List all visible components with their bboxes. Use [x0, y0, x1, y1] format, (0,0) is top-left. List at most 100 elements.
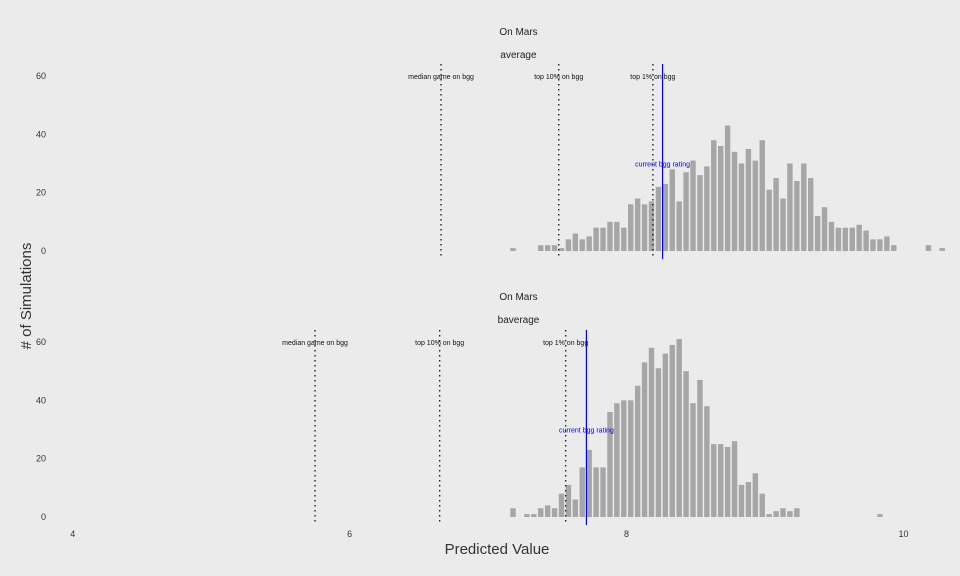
histogram-bar: [524, 514, 530, 517]
histogram-bar: [600, 227, 606, 251]
histogram-bar: [724, 125, 731, 251]
histogram-bar: [565, 239, 572, 251]
histogram-bar: [745, 148, 752, 251]
histogram-bar: [731, 441, 738, 517]
histogram-bar: [683, 371, 689, 517]
panel-subtitle: baverage: [498, 315, 540, 326]
y-tick-label: 20: [36, 454, 46, 464]
histogram-bar: [773, 511, 779, 517]
x-tick-label: 6: [347, 529, 352, 539]
histogram-bar: [544, 245, 551, 251]
y-axis-title: # of Simulations: [18, 243, 35, 350]
histogram-bar: [704, 166, 710, 251]
histogram-bar: [821, 207, 828, 251]
histogram-bar: [683, 172, 689, 251]
y-tick-label: 20: [36, 188, 46, 198]
histogram-bar: [766, 514, 772, 517]
histogram-bar: [641, 362, 648, 517]
histogram-bar: [655, 186, 662, 251]
histogram-bar: [648, 201, 655, 251]
histogram-bar: [538, 245, 544, 251]
histogram-bar: [731, 151, 738, 251]
histogram-bar: [628, 400, 634, 517]
histogram-bar: [572, 499, 579, 517]
x-axis-title: Predicted Value: [445, 541, 550, 558]
histogram-bar: [724, 447, 731, 517]
reference-line-label: top 1% on bgg: [630, 74, 675, 81]
histogram-bar: [759, 140, 765, 251]
panel-subtitle: average: [500, 50, 537, 61]
histogram-bar: [863, 230, 869, 251]
histogram-bar: [621, 227, 627, 251]
histogram-bar: [551, 245, 558, 251]
histogram-bar: [676, 339, 682, 517]
histogram-bar: [600, 467, 606, 517]
histogram-bar: [641, 204, 648, 251]
y-tick-label: 40: [36, 129, 46, 139]
reference-line-label: median game on bgg: [408, 74, 474, 81]
histogram-bar: [634, 198, 641, 251]
reference-line-label: top 1% on bgg: [543, 340, 588, 347]
y-tick-label: 40: [36, 395, 46, 405]
histogram-bar: [870, 239, 876, 251]
histogram-bar: [745, 482, 752, 517]
histogram-bar: [607, 412, 613, 517]
histogram-bar: [565, 484, 572, 517]
histogram-bar: [835, 227, 842, 251]
histogram-bar: [531, 514, 537, 517]
histogram-bar: [842, 227, 849, 251]
current-rating-label: current bgg rating: [559, 428, 614, 435]
histogram-bar: [759, 493, 765, 517]
histogram-bar: [593, 467, 599, 517]
panel-title: On Mars: [499, 27, 537, 38]
histogram-bar: [718, 444, 724, 517]
histogram-bar: [510, 248, 516, 251]
histogram-bar: [558, 493, 565, 517]
y-tick-label: 0: [41, 512, 46, 522]
histogram-bar: [738, 163, 745, 251]
histogram-bar: [669, 169, 675, 251]
histogram-bar: [586, 449, 592, 517]
histogram-bar: [558, 248, 565, 251]
histogram-bar: [780, 508, 786, 517]
histogram-bar: [544, 505, 551, 517]
histogram-bar: [669, 344, 675, 517]
histogram-bar: [676, 201, 682, 251]
histogram-bar: [925, 245, 932, 251]
histogram-bar: [697, 379, 703, 517]
x-tick-label: 4: [70, 529, 75, 539]
histogram-bar: [787, 163, 793, 251]
histogram-bar: [634, 385, 641, 517]
histogram-bar: [856, 224, 862, 251]
histogram-bar: [621, 400, 627, 517]
y-tick-label: 0: [41, 246, 46, 256]
histogram-bar: [877, 239, 883, 251]
histogram-bar: [849, 227, 855, 251]
histogram-bar: [891, 245, 897, 251]
histogram-bar: [628, 204, 634, 251]
histogram-bar: [697, 175, 703, 251]
histogram-bar: [814, 216, 821, 251]
histogram-bar: [579, 239, 585, 251]
x-tick-label: 8: [624, 529, 629, 539]
histogram-bar: [877, 514, 883, 517]
histogram-bar: [794, 181, 800, 251]
histogram-bar: [586, 236, 592, 251]
histogram-bar: [718, 146, 724, 251]
histogram-bar: [801, 163, 807, 251]
histogram-bar: [787, 511, 793, 517]
histogram-bar: [690, 403, 696, 517]
reference-line-label: median game on bgg: [282, 340, 348, 347]
histogram-bar: [662, 353, 669, 517]
histogram-bar: [593, 227, 599, 251]
histogram-bar: [766, 189, 772, 251]
histogram-bar: [690, 160, 696, 251]
histogram-bar: [579, 467, 585, 517]
histogram-bar: [551, 508, 558, 517]
histogram-bar: [572, 233, 579, 251]
histogram-bar: [780, 198, 786, 251]
y-tick-label: 60: [36, 337, 46, 347]
histogram-bar: [738, 484, 745, 517]
